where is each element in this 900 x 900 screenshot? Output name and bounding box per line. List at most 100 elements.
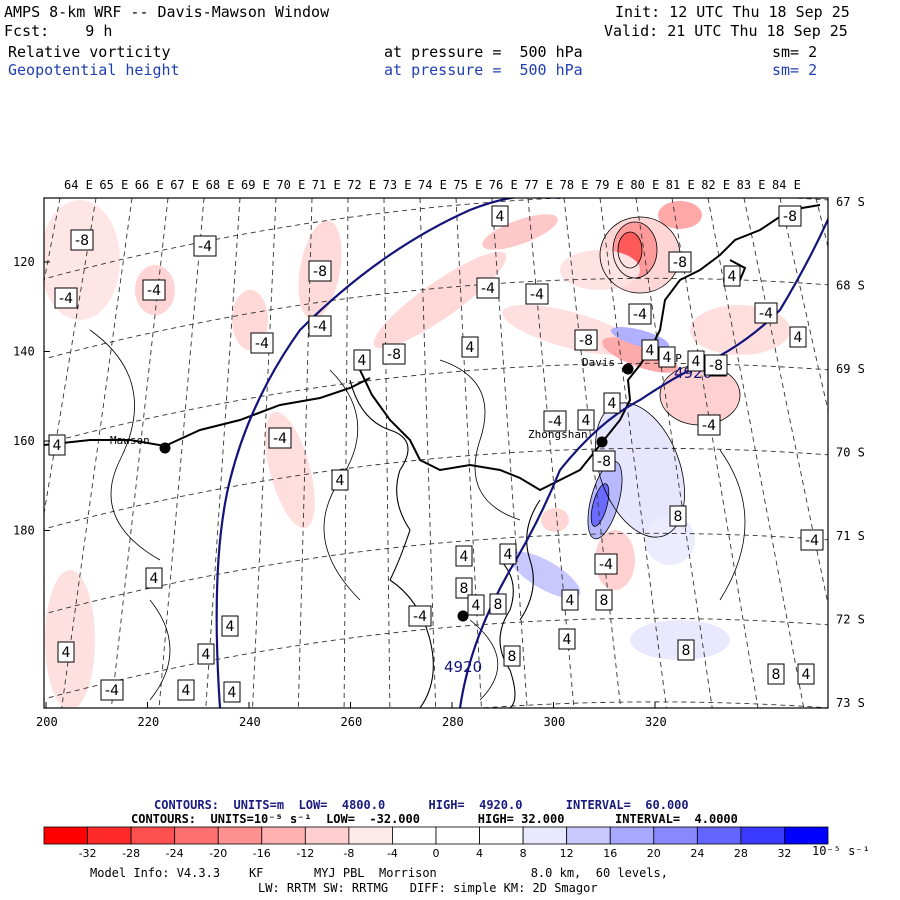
lon-label: 84 E <box>772 178 801 192</box>
map-frame <box>43 197 829 709</box>
vorticity-label: -8 <box>668 251 692 273</box>
svg-text:-4: -4 <box>105 683 119 699</box>
lat-label: 72 S <box>836 613 865 627</box>
y-tick-label: 160 <box>13 434 35 448</box>
y-tick-label: 140 <box>13 345 35 359</box>
graticule <box>44 198 828 708</box>
vorticity-label: -4 <box>408 605 432 627</box>
colorbar-label: -12 <box>296 847 314 860</box>
svg-text:-4: -4 <box>702 418 716 434</box>
colorbar-swatch <box>348 826 393 845</box>
vorticity-label: -8 <box>70 229 94 251</box>
y-tick-label: 180 <box>13 524 35 538</box>
colorbar-label: -32 <box>79 847 97 860</box>
svg-text:-8: -8 <box>709 358 723 374</box>
colorbar-label: 20 <box>647 847 661 860</box>
lon-label: 72 E <box>347 178 376 192</box>
physics-info: LW: RRTM SW: RRTMG DIFF: simple KM: 2D S… <box>258 881 598 895</box>
colorbar-swatch <box>784 826 829 845</box>
lon-label: 74 E <box>418 178 447 192</box>
svg-text:-8: -8 <box>783 209 797 225</box>
height-label: 4920 <box>444 658 482 676</box>
svg-text:-8: -8 <box>387 347 401 363</box>
x-tick-label: 240 <box>239 715 261 729</box>
vorticity-label: 8 <box>595 589 613 611</box>
svg-text:4: 4 <box>202 647 211 663</box>
svg-text:4: 4 <box>466 340 475 356</box>
svg-text:-4: -4 <box>313 319 327 335</box>
colorbar-swatch <box>87 826 132 845</box>
vorticity-label: 4 <box>331 469 349 491</box>
svg-text:-8: -8 <box>75 233 89 249</box>
colorbar-swatch <box>479 826 524 845</box>
lon-label: 67 E <box>170 178 199 192</box>
vorticity-label: 4 <box>491 205 509 227</box>
lat-label: 68 S <box>836 279 865 293</box>
lon-label: 80 E <box>630 178 659 192</box>
station-label-zhongshan: Zhongshan <box>528 428 588 441</box>
svg-text:-4: -4 <box>481 281 495 297</box>
svg-text:4: 4 <box>182 683 191 699</box>
vorticity-label: 4 <box>561 589 579 611</box>
vorticity-label: -4 <box>100 679 124 701</box>
svg-text:4: 4 <box>566 593 575 609</box>
lat-label: 69 S <box>836 362 865 376</box>
svg-text:8: 8 <box>600 593 609 609</box>
svg-text:-4: -4 <box>530 287 544 303</box>
colorbar-label: 28 <box>734 847 748 860</box>
vorticity-label: 4 <box>197 643 215 665</box>
svg-text:-4: -4 <box>548 414 562 430</box>
colorbar: -32 -28 -24 -20 -16 -12 -8 -4 0 4 8 12 16 20 24 28 32 <box>43 826 829 860</box>
colorbar-swatch <box>392 826 437 845</box>
svg-text:4: 4 <box>608 396 617 412</box>
vorticity-label: -4 <box>250 332 274 354</box>
vorticity-label: -4 <box>193 235 217 257</box>
station-label-davis: Davis <box>582 356 615 369</box>
colorbar-swatch <box>130 826 176 845</box>
svg-text:4: 4 <box>504 547 513 563</box>
vorticity-contour-labels: -8-4-4-8-4-44-4-8-444-4-4-84-84-44-8-4-4… <box>48 205 824 703</box>
vorticity-label: 4 <box>687 350 705 372</box>
svg-text:8: 8 <box>682 643 691 659</box>
vorticity-label: -8 <box>308 260 332 282</box>
vorticity-label: 8 <box>677 639 695 661</box>
vorticity-label: 4 <box>177 679 195 701</box>
vorticity-label: 8 <box>489 593 507 615</box>
lat-label: 70 S <box>836 446 865 460</box>
vorticity-label: 4 <box>223 681 241 703</box>
colorbar-swatch <box>522 826 568 845</box>
x-tick-label: 260 <box>341 715 363 729</box>
svg-text:4: 4 <box>336 473 345 489</box>
svg-text:-4: -4 <box>255 336 269 352</box>
svg-text:4: 4 <box>53 438 62 454</box>
colorbar-label: 16 <box>603 847 617 860</box>
vorticity-label: 8 <box>767 663 785 685</box>
colorbar-swatch <box>435 826 480 845</box>
y-grid-ticks: 120 140 160 180 <box>13 255 50 538</box>
field1-level: at pressure = 500 hPa <box>384 43 583 61</box>
x-tick-label: 220 <box>138 715 160 729</box>
vorticity-label: -8 <box>778 205 802 227</box>
lon-label: 65 E <box>99 178 128 192</box>
lon-label: 82 E <box>701 178 730 192</box>
vorticity-label: -4 <box>268 427 292 449</box>
field2-smooth: sm= 2 <box>772 61 818 79</box>
svg-text:4: 4 <box>663 350 672 366</box>
lat-label: 67 S <box>836 195 865 209</box>
ice-outline <box>349 379 541 708</box>
colorbar-label: 32 <box>777 847 791 860</box>
field2-level: at pressure = 500 hPa <box>384 61 583 79</box>
svg-text:-8: -8 <box>673 255 687 271</box>
vorticity-label: 8 <box>669 505 687 527</box>
negative-vorticity-shading <box>44 200 790 708</box>
colorbar-label: -16 <box>253 847 271 860</box>
vorticity-label: 8 <box>455 577 473 599</box>
svg-text:8: 8 <box>674 509 683 525</box>
svg-text:-4: -4 <box>59 291 73 307</box>
vorticity-label: 4 <box>499 543 517 565</box>
longitude-labels: 64 E 65 E 66 E 67 E 68 E 69 E 70 E 71 E 72 E 73 E… <box>64 178 801 192</box>
colorbar-swatch <box>174 826 219 845</box>
svg-text:4: 4 <box>794 330 803 346</box>
vorticity-label: -4 <box>594 553 618 575</box>
